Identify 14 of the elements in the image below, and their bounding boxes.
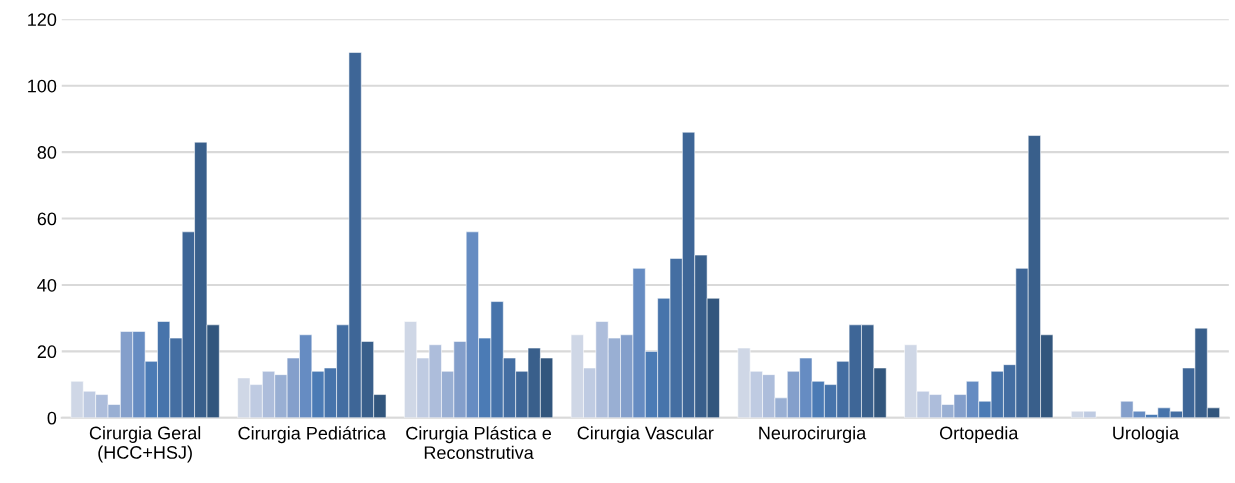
x-tick-label: Cirurgia Pediátrica [238,426,387,444]
y-tick-label: 20 [37,345,57,359]
x-tick-label: Cirurgia Geral (HCC+HSJ) [89,426,201,463]
x-tick-label: Cirurgia Plástica e Reconstrutiva [406,426,552,460]
y-tick-label: 120 [28,13,57,27]
x-tick-label: Urologia [1113,426,1180,443]
x-tick-label: Cirurgia Vascular [577,426,714,443]
y-tick-label: 60 [37,212,57,226]
x-tick-label: Neurocirurgia [759,426,867,443]
x-tick-label: Ortopedia [939,426,1019,443]
y-tick-label: 80 [37,146,57,159]
y-tick-label: 40 [37,278,57,292]
y-tick-label: 100 [28,79,57,93]
y-tick-label: 0 [47,411,57,425]
